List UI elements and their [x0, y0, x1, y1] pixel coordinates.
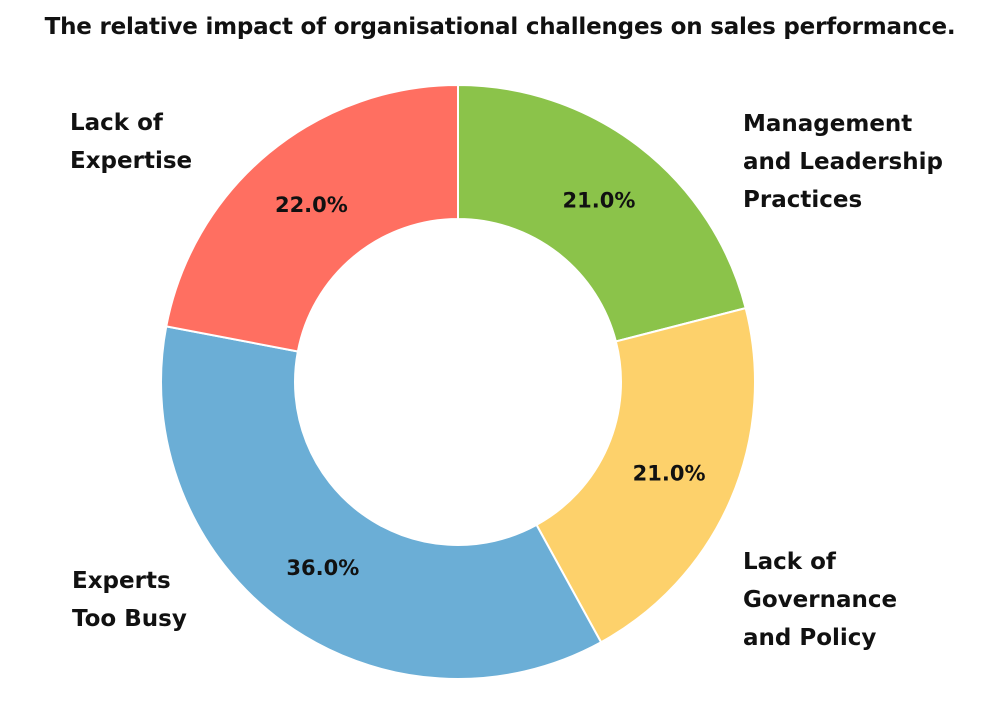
- percent-label-management: 21.0%: [563, 188, 636, 212]
- slice-governance: [535, 306, 756, 644]
- slice-label-experts-busy: Experts Too Busy: [72, 568, 187, 632]
- percent-label-experts-busy: 36.0%: [286, 556, 359, 580]
- slices-layer: [160, 83, 756, 680]
- percent-labels-layer: 21.0% 21.0% 36.0% 22.0%: [275, 188, 706, 580]
- chart-title: The relative impact of organisational ch…: [44, 14, 956, 40]
- slice-expertise: [165, 83, 459, 353]
- percent-label-expertise: 22.0%: [275, 193, 348, 217]
- slice-label-expertise: Lack of Expertise: [70, 110, 193, 174]
- slice-label-management: Management and Leadership Practices: [743, 111, 943, 213]
- percent-label-governance: 21.0%: [633, 461, 706, 485]
- slice-label-governance: Lack of Governance and Policy: [743, 549, 898, 651]
- slice-management: [457, 83, 747, 343]
- slice-experts-busy: [160, 325, 603, 680]
